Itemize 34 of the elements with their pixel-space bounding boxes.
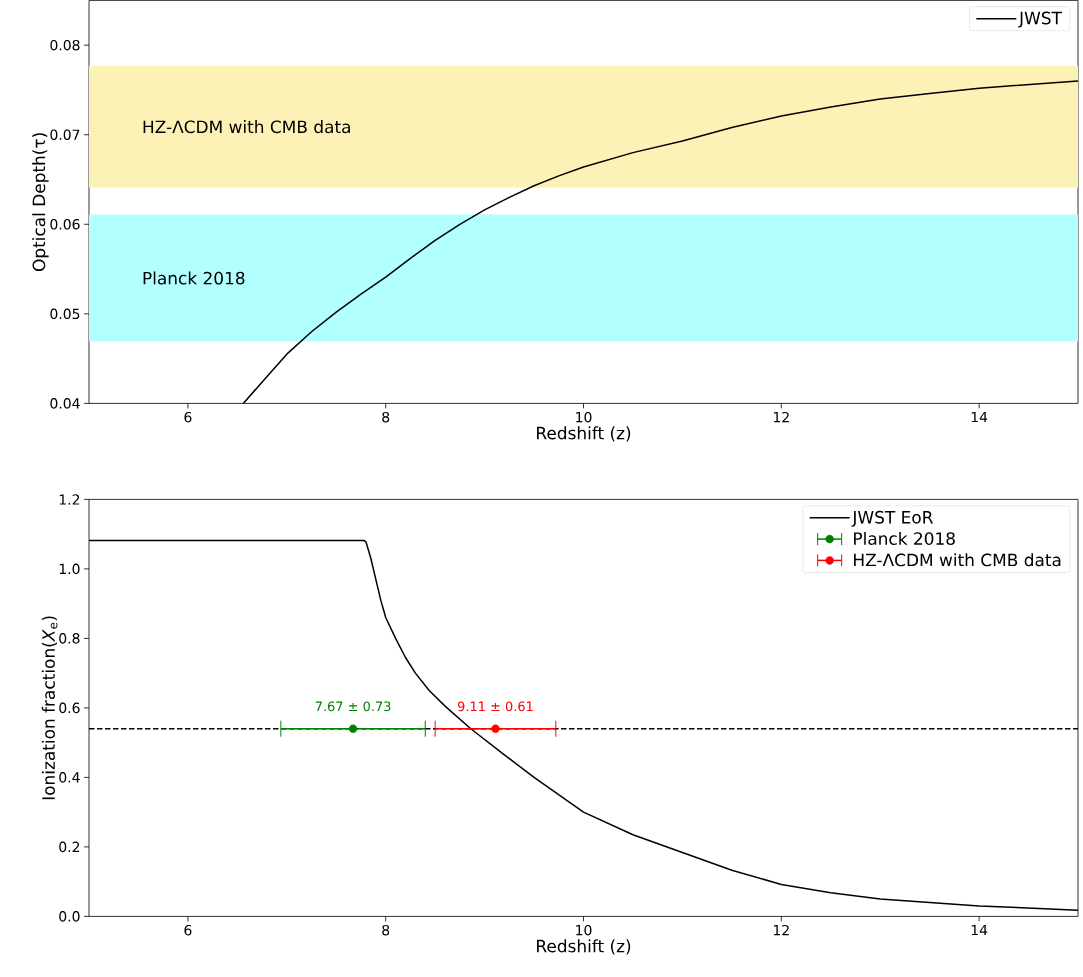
y-tick-label: 0.05 <box>50 308 80 319</box>
band-label: Planck 2018 <box>143 271 245 285</box>
band-label: HZ-ΛCDM with CMB data <box>143 119 350 134</box>
x-tick-label: 6 <box>184 924 192 936</box>
y-tick-label: 1.0 <box>59 563 80 574</box>
legend-label: JWST <box>1018 11 1062 28</box>
legend-label: HZ-ΛCDM with CMB data <box>854 553 1061 567</box>
legend-label: Planck 2018 <box>854 531 955 545</box>
x-tick-label: 8 <box>382 924 390 936</box>
x-axis-title: Redshift (z) <box>537 939 631 955</box>
y-tick-label: 0.04 <box>50 397 80 409</box>
y-tick-label: 0.07 <box>50 129 80 140</box>
y-tick-label: 0.6 <box>59 702 80 713</box>
x-tick-label: 12 <box>773 924 789 936</box>
y-tick-label: 0.4 <box>59 771 80 783</box>
x-tick-label: 12 <box>773 411 789 423</box>
y-tick-label: 0.06 <box>50 218 80 230</box>
y-tick-label: 0.08 <box>50 39 80 51</box>
x-tick-label: 6 <box>184 411 192 423</box>
annotation: 7.67 ± 0.73 <box>315 701 391 712</box>
annotation: 9.11 ± 0.61 <box>457 701 533 712</box>
x-tick-label: 10 <box>576 411 592 423</box>
x-tick-label: 8 <box>382 411 390 423</box>
y-axis-title: Optical Depth(τ) <box>32 133 49 271</box>
y-tick-label: 1.2 <box>59 494 80 505</box>
legend-label: JWST EoR <box>851 510 933 527</box>
y-tick-label: 0.8 <box>59 632 80 644</box>
x-tick-label: 14 <box>971 924 988 935</box>
x-tick-label: 10 <box>576 924 592 936</box>
x-tick-label: 14 <box>971 411 988 422</box>
y-tick-label: 0.0 <box>59 910 80 922</box>
y-tick-label: 0.2 <box>59 841 80 852</box>
y-axis-title: Ionization fraction(X$_{e}$) <box>41 616 58 799</box>
x-axis-title: Redshift (z) <box>537 426 631 442</box>
